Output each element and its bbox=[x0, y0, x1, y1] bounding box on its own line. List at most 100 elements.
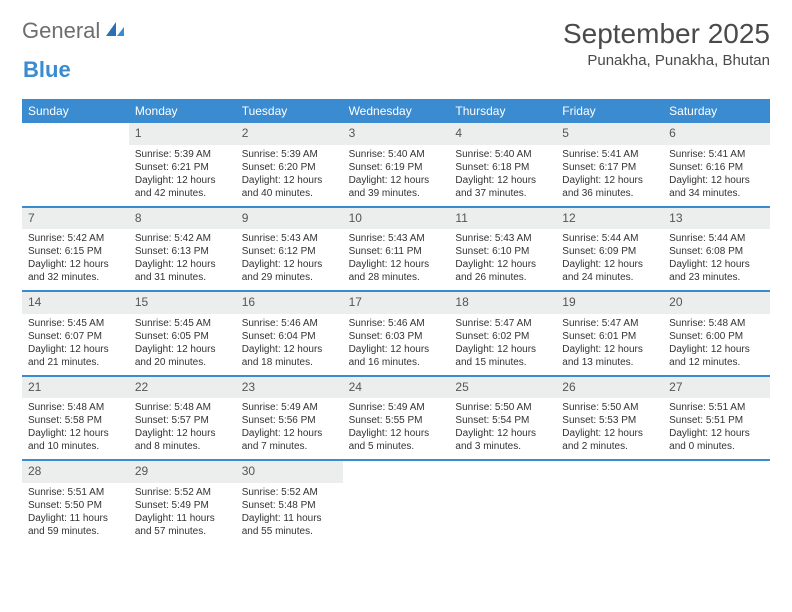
day-number: 18 bbox=[449, 292, 556, 314]
sunset-text: Sunset: 5:53 PM bbox=[562, 414, 657, 427]
sunrise-text: Sunrise: 5:46 AM bbox=[242, 317, 337, 330]
sunrise-text: Sunrise: 5:44 AM bbox=[562, 232, 657, 245]
day-number: 25 bbox=[449, 377, 556, 399]
daylight-text: Daylight: 12 hours and 13 minutes. bbox=[562, 343, 657, 369]
sunrise-text: Sunrise: 5:51 AM bbox=[669, 401, 764, 414]
day-data: Sunrise: 5:44 AMSunset: 6:09 PMDaylight:… bbox=[556, 229, 663, 290]
sunset-text: Sunset: 6:19 PM bbox=[349, 161, 444, 174]
day-cell: 18Sunrise: 5:47 AMSunset: 6:02 PMDayligh… bbox=[449, 292, 556, 375]
day-data: Sunrise: 5:40 AMSunset: 6:18 PMDaylight:… bbox=[449, 145, 556, 206]
day-number: 27 bbox=[663, 377, 770, 399]
day-data: Sunrise: 5:51 AMSunset: 5:50 PMDaylight:… bbox=[22, 483, 129, 544]
logo: General bbox=[22, 18, 127, 44]
day-data: Sunrise: 5:44 AMSunset: 6:08 PMDaylight:… bbox=[663, 229, 770, 290]
day-cell: 29Sunrise: 5:52 AMSunset: 5:49 PMDayligh… bbox=[129, 461, 236, 544]
day-cell: 23Sunrise: 5:49 AMSunset: 5:56 PMDayligh… bbox=[236, 377, 343, 460]
day-number: 4 bbox=[449, 123, 556, 145]
day-data: Sunrise: 5:41 AMSunset: 6:17 PMDaylight:… bbox=[556, 145, 663, 206]
day-header: Monday bbox=[129, 99, 236, 123]
daylight-text: Daylight: 12 hours and 20 minutes. bbox=[135, 343, 230, 369]
week-row: 14Sunrise: 5:45 AMSunset: 6:07 PMDayligh… bbox=[22, 290, 770, 375]
sunset-text: Sunset: 6:00 PM bbox=[669, 330, 764, 343]
logo-sail-icon bbox=[104, 18, 126, 44]
day-data: Sunrise: 5:52 AMSunset: 5:49 PMDaylight:… bbox=[129, 483, 236, 544]
sunrise-text: Sunrise: 5:41 AM bbox=[669, 148, 764, 161]
day-cell: 2Sunrise: 5:39 AMSunset: 6:20 PMDaylight… bbox=[236, 123, 343, 206]
day-cell: 6Sunrise: 5:41 AMSunset: 6:16 PMDaylight… bbox=[663, 123, 770, 206]
logo-text-general: General bbox=[22, 18, 100, 44]
sunset-text: Sunset: 6:17 PM bbox=[562, 161, 657, 174]
day-cell: 19Sunrise: 5:47 AMSunset: 6:01 PMDayligh… bbox=[556, 292, 663, 375]
day-data: Sunrise: 5:50 AMSunset: 5:53 PMDaylight:… bbox=[556, 398, 663, 459]
week-row: 1Sunrise: 5:39 AMSunset: 6:21 PMDaylight… bbox=[22, 123, 770, 206]
sunrise-text: Sunrise: 5:42 AM bbox=[135, 232, 230, 245]
day-data: Sunrise: 5:45 AMSunset: 6:07 PMDaylight:… bbox=[22, 314, 129, 375]
day-header-row: SundayMondayTuesdayWednesdayThursdayFrid… bbox=[22, 99, 770, 123]
sunset-text: Sunset: 5:56 PM bbox=[242, 414, 337, 427]
day-cell bbox=[449, 461, 556, 544]
day-number: 9 bbox=[236, 208, 343, 230]
day-number: 11 bbox=[449, 208, 556, 230]
day-number: 29 bbox=[129, 461, 236, 483]
day-data: Sunrise: 5:39 AMSunset: 6:21 PMDaylight:… bbox=[129, 145, 236, 206]
day-header: Sunday bbox=[22, 99, 129, 123]
sunrise-text: Sunrise: 5:42 AM bbox=[28, 232, 123, 245]
sunset-text: Sunset: 5:54 PM bbox=[455, 414, 550, 427]
day-number: 19 bbox=[556, 292, 663, 314]
day-number: 14 bbox=[22, 292, 129, 314]
sunset-text: Sunset: 6:15 PM bbox=[28, 245, 123, 258]
daylight-text: Daylight: 12 hours and 29 minutes. bbox=[242, 258, 337, 284]
sunset-text: Sunset: 5:57 PM bbox=[135, 414, 230, 427]
daylight-text: Daylight: 12 hours and 37 minutes. bbox=[455, 174, 550, 200]
day-number: 17 bbox=[343, 292, 450, 314]
day-data: Sunrise: 5:42 AMSunset: 6:15 PMDaylight:… bbox=[22, 229, 129, 290]
sunset-text: Sunset: 6:10 PM bbox=[455, 245, 550, 258]
day-cell bbox=[556, 461, 663, 544]
daylight-text: Daylight: 12 hours and 40 minutes. bbox=[242, 174, 337, 200]
sunrise-text: Sunrise: 5:50 AM bbox=[455, 401, 550, 414]
sunrise-text: Sunrise: 5:47 AM bbox=[455, 317, 550, 330]
day-number: 30 bbox=[236, 461, 343, 483]
sunrise-text: Sunrise: 5:46 AM bbox=[349, 317, 444, 330]
day-data: Sunrise: 5:48 AMSunset: 5:57 PMDaylight:… bbox=[129, 398, 236, 459]
sunset-text: Sunset: 5:49 PM bbox=[135, 499, 230, 512]
calendar: SundayMondayTuesdayWednesdayThursdayFrid… bbox=[22, 99, 770, 544]
day-data: Sunrise: 5:40 AMSunset: 6:19 PMDaylight:… bbox=[343, 145, 450, 206]
sunset-text: Sunset: 6:16 PM bbox=[669, 161, 764, 174]
day-data: Sunrise: 5:49 AMSunset: 5:56 PMDaylight:… bbox=[236, 398, 343, 459]
day-number: 8 bbox=[129, 208, 236, 230]
sunset-text: Sunset: 6:09 PM bbox=[562, 245, 657, 258]
sunset-text: Sunset: 6:01 PM bbox=[562, 330, 657, 343]
sunset-text: Sunset: 5:55 PM bbox=[349, 414, 444, 427]
day-data: Sunrise: 5:43 AMSunset: 6:11 PMDaylight:… bbox=[343, 229, 450, 290]
day-cell: 30Sunrise: 5:52 AMSunset: 5:48 PMDayligh… bbox=[236, 461, 343, 544]
day-number: 1 bbox=[129, 123, 236, 145]
day-cell: 26Sunrise: 5:50 AMSunset: 5:53 PMDayligh… bbox=[556, 377, 663, 460]
sunrise-text: Sunrise: 5:40 AM bbox=[349, 148, 444, 161]
daylight-text: Daylight: 11 hours and 59 minutes. bbox=[28, 512, 123, 538]
sunset-text: Sunset: 6:21 PM bbox=[135, 161, 230, 174]
sunset-text: Sunset: 5:48 PM bbox=[242, 499, 337, 512]
day-cell bbox=[22, 123, 129, 206]
day-number: 21 bbox=[22, 377, 129, 399]
sunset-text: Sunset: 6:11 PM bbox=[349, 245, 444, 258]
day-data: Sunrise: 5:47 AMSunset: 6:01 PMDaylight:… bbox=[556, 314, 663, 375]
sunrise-text: Sunrise: 5:40 AM bbox=[455, 148, 550, 161]
day-number: 23 bbox=[236, 377, 343, 399]
daylight-text: Daylight: 12 hours and 8 minutes. bbox=[135, 427, 230, 453]
day-number: 2 bbox=[236, 123, 343, 145]
sunset-text: Sunset: 5:50 PM bbox=[28, 499, 123, 512]
sunset-text: Sunset: 6:05 PM bbox=[135, 330, 230, 343]
location-text: Punakha, Punakha, Bhutan bbox=[563, 52, 770, 69]
day-data: Sunrise: 5:41 AMSunset: 6:16 PMDaylight:… bbox=[663, 145, 770, 206]
day-number: 28 bbox=[22, 461, 129, 483]
day-cell: 7Sunrise: 5:42 AMSunset: 6:15 PMDaylight… bbox=[22, 208, 129, 291]
day-cell: 28Sunrise: 5:51 AMSunset: 5:50 PMDayligh… bbox=[22, 461, 129, 544]
daylight-text: Daylight: 12 hours and 7 minutes. bbox=[242, 427, 337, 453]
day-data: Sunrise: 5:51 AMSunset: 5:51 PMDaylight:… bbox=[663, 398, 770, 459]
month-title: September 2025 bbox=[563, 18, 770, 50]
day-number: 16 bbox=[236, 292, 343, 314]
sunrise-text: Sunrise: 5:49 AM bbox=[349, 401, 444, 414]
sunset-text: Sunset: 5:58 PM bbox=[28, 414, 123, 427]
daylight-text: Daylight: 12 hours and 15 minutes. bbox=[455, 343, 550, 369]
